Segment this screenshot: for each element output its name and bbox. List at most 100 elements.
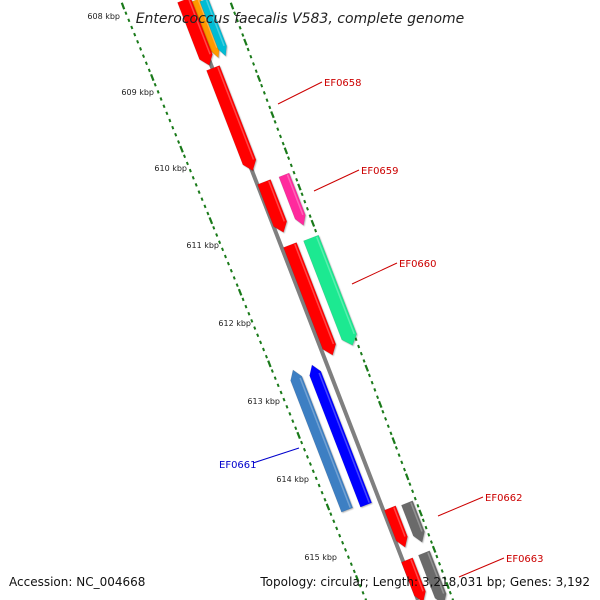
- tick-left-13: [159, 97, 163, 101]
- tick-right-73: [427, 532, 431, 537]
- gene-arrow-11[interactable]: [384, 505, 408, 548]
- gene-arrow-8[interactable]: [303, 234, 358, 346]
- label-leaders: [252, 81, 505, 578]
- tick-left-75: [341, 540, 345, 545]
- tick-right-14: [268, 105, 272, 110]
- tick-left-61: [300, 440, 304, 445]
- leader-line-5: [458, 557, 505, 578]
- tick-left-29: [206, 211, 210, 216]
- tick-right-66: [408, 482, 412, 486]
- kbp-label-609: 609 kbp: [121, 88, 154, 97]
- tick-right-22: [289, 163, 293, 168]
- gene-label-ef0663[interactable]: EF0663: [506, 554, 544, 565]
- gene-arrow-4[interactable]: [206, 65, 257, 172]
- tick-left-34: [221, 247, 225, 252]
- tick-left-7: [141, 54, 146, 58]
- tick-right-20: [283, 147, 289, 155]
- tick-left-20: [179, 145, 184, 153]
- tick-left-56: [285, 404, 289, 409]
- tick-right-24: [295, 178, 299, 182]
- tick-left-48: [262, 347, 266, 352]
- tick-right-50: [364, 364, 370, 372]
- tick-right-15: [270, 111, 275, 119]
- tick-right-51: [367, 373, 371, 378]
- tick-left-63: [305, 455, 309, 459]
- tick-left-47: [259, 340, 263, 345]
- tick-left-27: [200, 197, 204, 202]
- gene-arrow-2[interactable]: [199, 0, 227, 57]
- tick-left-58: [291, 419, 295, 423]
- tick-right-77: [437, 561, 442, 566]
- tick-right-8: [252, 62, 256, 66]
- leader-line-1: [313, 169, 360, 192]
- tick-left-18: [174, 132, 178, 137]
- tick-right-52: [370, 380, 374, 385]
- tick-right-26: [300, 192, 304, 197]
- kbp-label-613: 613 kbp: [247, 397, 280, 406]
- tick-right-1: [233, 11, 237, 16]
- tick-left-38: [232, 276, 236, 280]
- tick-right-21: [287, 156, 291, 160]
- tick-right-5: [243, 38, 248, 46]
- tick-left-28: [203, 204, 207, 209]
- tick-right-71: [421, 518, 425, 523]
- gene-arrow-6[interactable]: [278, 172, 306, 226]
- kbp-label-615: 615 kbp: [304, 553, 337, 562]
- tick-right-59: [389, 431, 393, 436]
- gene-highlight-14: [427, 552, 445, 594]
- tick-left-59: [294, 426, 298, 431]
- tick-right-47: [357, 344, 361, 349]
- tick-left-4: [133, 32, 137, 37]
- tick-left-82: [361, 591, 365, 595]
- gene-arrow-3[interactable]: [177, 0, 213, 66]
- tick-right-49: [362, 359, 366, 363]
- gene-arrow-10[interactable]: [309, 364, 373, 508]
- tick-left-79: [352, 569, 356, 574]
- tick-left-69: [323, 497, 327, 502]
- tick-right-4: [241, 33, 245, 37]
- gene-label-ef0661[interactable]: EF0661: [219, 460, 257, 471]
- gene-arrow-13[interactable]: [401, 557, 426, 600]
- tick-right-78: [440, 569, 444, 573]
- tick-left-41: [241, 297, 245, 302]
- tick-left-80: [354, 575, 360, 583]
- tick-right-30: [310, 219, 316, 227]
- leader-line-2: [351, 262, 398, 285]
- tick-left-25: [194, 183, 198, 187]
- tick-left-8: [144, 61, 148, 66]
- gene-label-ef0658[interactable]: EF0658: [324, 78, 362, 89]
- gene-label-ef0659[interactable]: EF0659: [361, 166, 399, 177]
- tick-left-6: [139, 47, 143, 51]
- gene-arrow-9[interactable]: [290, 369, 354, 513]
- gene-arrow-5[interactable]: [257, 179, 288, 233]
- gene-highlight-6: [286, 174, 304, 216]
- tick-left-83: [364, 598, 368, 600]
- gene-arrow-12[interactable]: [401, 500, 425, 543]
- tick-right-16: [273, 120, 277, 124]
- tick-left-9: [147, 68, 151, 73]
- gene-label-ef0662[interactable]: EF0662: [485, 493, 523, 504]
- gene-highlight-2: [205, 0, 225, 47]
- gene-highlight-12: [410, 502, 423, 532]
- gene-features: [177, 0, 447, 600]
- tick-left-22: [185, 161, 189, 166]
- tick-left-14: [162, 104, 166, 109]
- tick-left-55: [282, 397, 286, 402]
- tick-right-57: [384, 417, 388, 421]
- tick-right-13: [265, 98, 269, 103]
- tick-left-36: [226, 261, 230, 266]
- tick-right-31: [314, 228, 318, 233]
- tick-right-10: [256, 74, 262, 83]
- tick-right-23: [292, 170, 296, 175]
- tick-right-54: [376, 395, 380, 400]
- kbp-label-611: 611 kbp: [186, 241, 219, 250]
- gene-arrow-7[interactable]: [283, 242, 337, 356]
- gene-label-ef0660[interactable]: EF0660: [399, 259, 437, 270]
- tick-right-12: [262, 91, 266, 95]
- tick-left-65: [311, 469, 315, 474]
- gene-arrow-14[interactable]: [418, 550, 447, 600]
- gene-highlight-4: [217, 66, 255, 160]
- tick-left-43: [247, 311, 251, 316]
- gene-highlight-13: [410, 559, 424, 592]
- tick-left-31: [212, 226, 216, 230]
